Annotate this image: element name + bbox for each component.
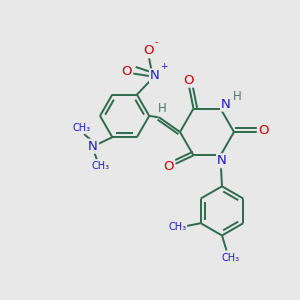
Text: CH₃: CH₃: [72, 123, 90, 133]
Text: +: +: [160, 62, 168, 71]
Text: O: O: [144, 44, 154, 57]
Text: N: N: [221, 98, 231, 111]
Text: O: O: [184, 74, 194, 87]
Text: H: H: [158, 103, 167, 116]
Text: CH₃: CH₃: [91, 161, 110, 171]
Text: O: O: [164, 160, 174, 173]
Text: -: -: [154, 37, 158, 47]
Text: N: N: [217, 154, 227, 167]
Text: N: N: [150, 70, 160, 83]
Text: N: N: [88, 140, 98, 153]
Text: CH₃: CH₃: [222, 253, 240, 263]
Text: H: H: [232, 89, 242, 103]
Text: O: O: [258, 124, 268, 137]
Text: CH₃: CH₃: [168, 222, 186, 232]
Text: O: O: [122, 65, 132, 78]
